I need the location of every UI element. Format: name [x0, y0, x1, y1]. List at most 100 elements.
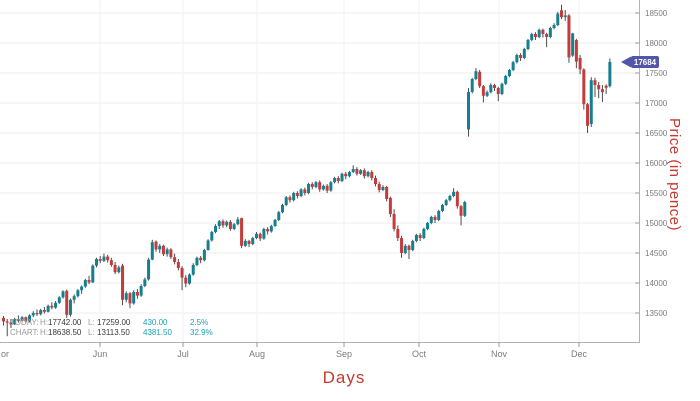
price-badge-arrow-icon: [621, 56, 631, 68]
candle-body: [541, 29, 545, 34]
candle-body: [95, 259, 98, 266]
candle-body: [46, 305, 50, 312]
candle-body: [429, 217, 433, 223]
candle-body: [113, 265, 117, 273]
candle-body: [54, 302, 58, 308]
x-tick-label: Nov: [491, 349, 508, 359]
candle-body: [370, 172, 374, 178]
candle-body: [467, 91, 470, 130]
candle-body: [522, 49, 526, 58]
candle-body: [318, 182, 322, 190]
candle-body: [556, 13, 560, 25]
candle-body: [288, 197, 292, 201]
candle-body: [571, 33, 575, 56]
candle-body: [28, 315, 32, 322]
y-axis-title: Price (in pence): [666, 118, 683, 232]
candle-body: [493, 85, 497, 88]
candle-body: [582, 69, 586, 105]
candle-body: [362, 170, 366, 177]
candle-body: [102, 256, 106, 261]
candle-body: [128, 293, 132, 304]
candle-body: [470, 79, 474, 92]
candle-body: [426, 223, 430, 229]
candle-body: [600, 89, 604, 93]
candle-body: [98, 259, 102, 261]
candle-body: [217, 221, 221, 226]
candle-body: [57, 297, 61, 303]
candle-body: [68, 299, 72, 315]
legend-chart-high: 18638.50: [48, 327, 82, 337]
candle-body: [284, 197, 288, 205]
legend-chart-label: CHART:: [10, 327, 39, 337]
candle-body: [199, 257, 203, 261]
candle-body: [124, 293, 128, 300]
candle-body: [608, 61, 612, 87]
x-tick-label: Oct: [412, 349, 427, 359]
candle-body: [50, 305, 54, 308]
candle-body: [42, 310, 46, 312]
candle-body: [39, 310, 43, 315]
candle-body: [381, 187, 385, 190]
candle-body: [533, 34, 537, 37]
candle-body: [83, 280, 87, 287]
candle-body: [359, 170, 363, 174]
candle-body: [169, 249, 173, 258]
candle-body: [5, 321, 9, 323]
candle-body: [485, 92, 489, 96]
candle-body: [418, 235, 422, 238]
legend-low-label: L:: [88, 318, 95, 327]
candle-body: [593, 80, 597, 85]
candle-body: [347, 172, 351, 177]
y-tick-label: 15500: [645, 189, 668, 198]
candle-body: [191, 265, 195, 275]
candle-body: [65, 290, 69, 315]
x-tick-label: Sep: [336, 349, 352, 359]
candle-body: [24, 317, 28, 322]
candle-body: [400, 238, 404, 253]
candle-body: [437, 211, 441, 220]
candle-body: [548, 28, 552, 37]
candle-body: [403, 245, 407, 253]
candle-body: [526, 40, 530, 49]
candle-body: [31, 313, 35, 316]
candle-body: [444, 200, 448, 205]
candle-body: [560, 10, 563, 18]
price-badge: [631, 55, 659, 68]
candle-body: [496, 88, 500, 94]
candle-body: [225, 221, 229, 226]
candle-body: [366, 172, 370, 177]
candle-body: [407, 245, 411, 250]
candle-body: [173, 257, 177, 262]
candle-body: [106, 256, 110, 261]
candle-body: [109, 260, 113, 265]
candle-body: [269, 226, 273, 232]
candle-body: [76, 290, 80, 297]
legend-high-label: H:: [40, 318, 48, 327]
legend-row-today: TODAY:H:17742.00 L: 17259.00 430.00 2.5%: [10, 318, 208, 327]
candle-body: [452, 191, 456, 196]
candle-body: [299, 189, 303, 196]
candle-body: [251, 238, 255, 244]
candle-body: [195, 257, 199, 265]
x-tick-label: Aug: [249, 349, 265, 359]
candle-body: [340, 173, 344, 181]
candle-body: [474, 71, 478, 79]
candle-body: [13, 319, 17, 325]
legend-today-low: 17259.00: [97, 318, 131, 327]
candle-body: [214, 226, 218, 232]
candle-body: [552, 25, 556, 28]
y-tick-label: 18500: [645, 9, 668, 18]
candle-body: [202, 250, 206, 261]
candle-body: [530, 34, 534, 40]
x-tick-label: Jun: [93, 349, 108, 359]
candle-body: [295, 193, 299, 196]
legend-today-percent: 2.5%: [190, 318, 209, 327]
y-tick-label: 13500: [645, 309, 668, 318]
candle-body: [243, 241, 247, 246]
candle-body: [314, 182, 318, 187]
candle-body: [433, 217, 437, 220]
candle-body: [87, 280, 91, 283]
candle-body: [504, 76, 508, 84]
